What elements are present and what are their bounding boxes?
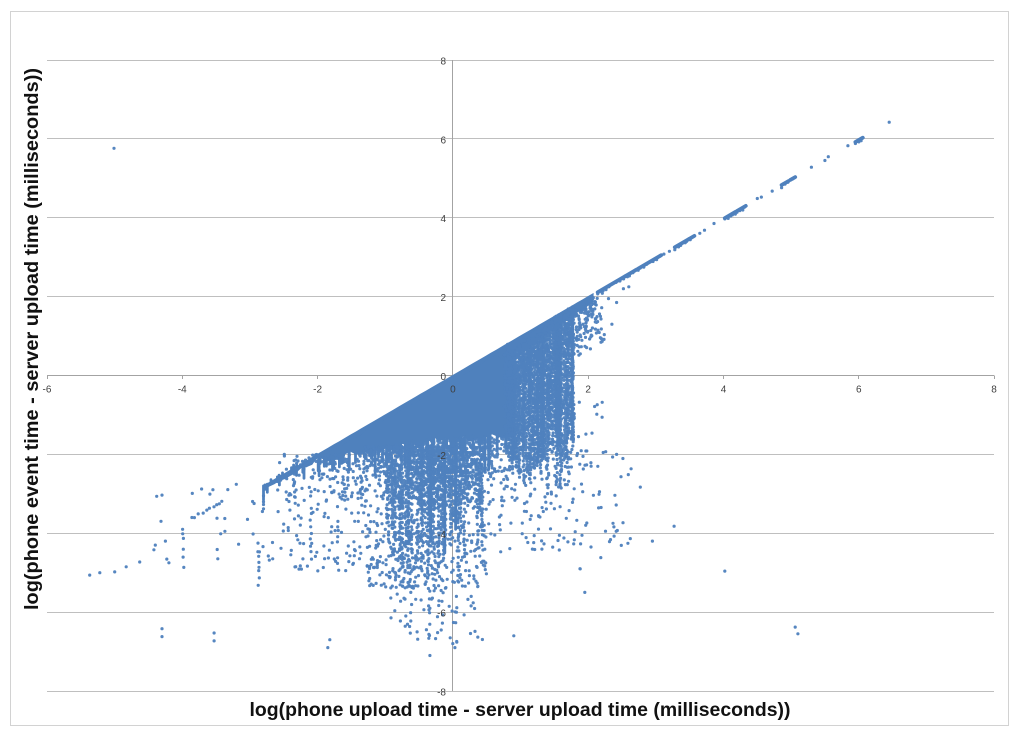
svg-text:-8: -8 xyxy=(437,688,446,699)
svg-text:8: 8 xyxy=(991,385,997,396)
svg-text:2: 2 xyxy=(440,293,446,304)
svg-text:4: 4 xyxy=(440,214,446,225)
svg-text:0: 0 xyxy=(450,385,456,396)
svg-text:4: 4 xyxy=(721,385,727,396)
svg-text:8: 8 xyxy=(440,57,446,68)
svg-text:-6: -6 xyxy=(43,385,52,396)
svg-text:6: 6 xyxy=(440,135,446,146)
svg-text:log(phone upload time - server: log(phone upload time - server upload ti… xyxy=(250,699,791,721)
svg-text:2: 2 xyxy=(585,385,591,396)
svg-text:-6: -6 xyxy=(437,609,446,620)
svg-text:log(phone event time - server: log(phone event time - server upload tim… xyxy=(22,68,43,610)
svg-text:-4: -4 xyxy=(437,530,446,541)
svg-text:6: 6 xyxy=(856,385,862,396)
svg-text:-2: -2 xyxy=(437,451,446,462)
svg-text:-2: -2 xyxy=(313,385,322,396)
svg-text:0: 0 xyxy=(440,372,446,383)
svg-text:-4: -4 xyxy=(178,385,187,396)
